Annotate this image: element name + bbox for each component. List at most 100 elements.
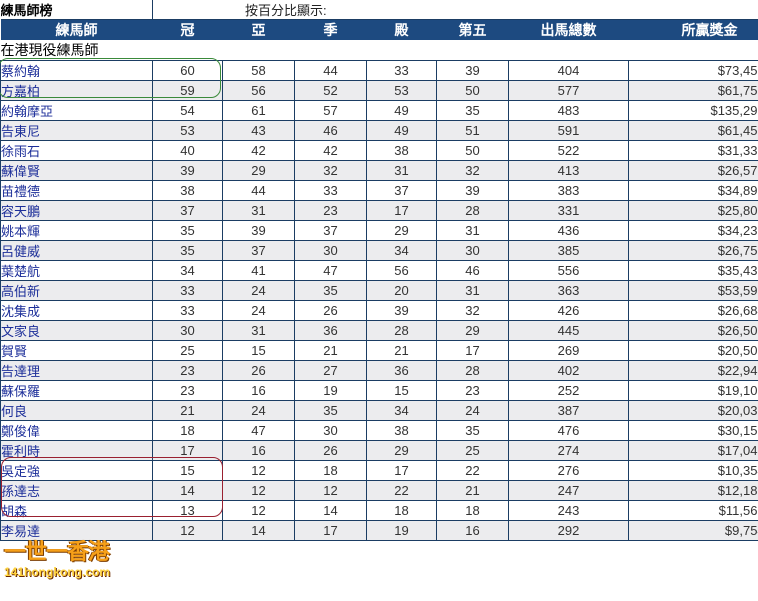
stat-cell: 33 <box>366 60 437 81</box>
stat-cell: 31 <box>366 160 437 181</box>
trainer-name: 姚本輝 <box>0 220 153 241</box>
stat-cell: 43 <box>222 120 295 141</box>
stat-cell: 29 <box>366 440 437 461</box>
prize-cell: $34,898,625 <box>628 180 758 201</box>
stat-cell: 16 <box>436 520 509 541</box>
stat-cell: 24 <box>222 280 295 301</box>
trainer-name: 蔡約翰 <box>0 60 153 81</box>
trainer-name: 文家良 <box>0 320 153 341</box>
column-header: 亞 <box>222 19 295 40</box>
stat-cell: 22 <box>436 460 509 481</box>
stat-cell: 556 <box>508 260 629 281</box>
prize-cell: $25,806,750 <box>628 200 758 221</box>
trainer-name: 方嘉柏 <box>0 80 153 101</box>
stat-cell: 276 <box>508 460 629 481</box>
stat-cell: 31 <box>436 280 509 301</box>
stat-cell: 35 <box>436 100 509 121</box>
stat-cell: 23 <box>294 200 367 221</box>
stat-cell: 252 <box>508 380 629 401</box>
prize-cell: $26,509,813 <box>628 320 758 341</box>
watermark-logo: 一世一香港 141hongkong.com <box>4 540 164 584</box>
column-header: 殿 <box>366 19 437 40</box>
stat-cell: 38 <box>366 420 437 441</box>
stat-cell: 35 <box>294 400 367 421</box>
stat-cell: 436 <box>508 220 629 241</box>
stat-cell: 28 <box>436 360 509 381</box>
prize-cell: $26,757,675 <box>628 240 758 261</box>
prize-cell: $35,431,400 <box>628 260 758 281</box>
stat-cell: 34 <box>366 400 437 421</box>
trainer-name: 苗禮德 <box>0 180 153 201</box>
stat-cell: 29 <box>366 220 437 241</box>
stat-cell: 24 <box>222 400 295 421</box>
stat-cell: 29 <box>436 320 509 341</box>
trainer-name: 呂健威 <box>0 240 153 261</box>
stat-cell: 37 <box>152 200 223 221</box>
prize-cell: $19,100,950 <box>628 380 758 401</box>
stat-cell: 23 <box>152 360 223 381</box>
stat-cell: 20 <box>366 280 437 301</box>
stat-cell: 14 <box>152 480 223 501</box>
stat-cell: 30 <box>294 240 367 261</box>
trainer-name: 徐雨石 <box>0 140 153 161</box>
stat-cell: 40 <box>152 140 223 161</box>
stat-cell: 14 <box>222 520 295 541</box>
prize-cell: $30,155,000 <box>628 420 758 441</box>
stat-cell: 35 <box>152 240 223 261</box>
trainer-name: 胡森 <box>0 500 153 521</box>
stat-cell: 476 <box>508 420 629 441</box>
stat-cell: 35 <box>294 280 367 301</box>
stat-cell: 24 <box>436 400 509 421</box>
stat-cell: 47 <box>222 420 295 441</box>
trainer-name: 蘇保羅 <box>0 380 153 401</box>
trainer-name: 容天鵬 <box>0 200 153 221</box>
trainer-name: 何良 <box>0 400 153 421</box>
stat-cell: 19 <box>366 520 437 541</box>
stat-cell: 39 <box>436 60 509 81</box>
stat-cell: 21 <box>152 400 223 421</box>
stat-cell: 15 <box>152 460 223 481</box>
prize-cell: $12,188,313 <box>628 480 758 501</box>
display-note: 按百分比顯示: <box>152 0 758 20</box>
stat-cell: 39 <box>222 220 295 241</box>
stat-cell: 56 <box>222 80 295 101</box>
stat-cell: 32 <box>436 300 509 321</box>
stat-cell: 53 <box>152 120 223 141</box>
prize-cell: $20,500,125 <box>628 340 758 361</box>
prize-cell: $20,036,600 <box>628 400 758 421</box>
column-header: 第五 <box>436 19 509 40</box>
stat-cell: 33 <box>152 280 223 301</box>
stat-cell: 44 <box>294 60 367 81</box>
stat-cell: 29 <box>222 160 295 181</box>
trainer-name: 賀賢 <box>0 340 153 361</box>
stat-cell: 15 <box>366 380 437 401</box>
stat-cell: 38 <box>152 180 223 201</box>
trainer-name: 告東尼 <box>0 120 153 141</box>
stat-cell: 26 <box>294 300 367 321</box>
prize-cell: $26,684,350 <box>628 300 758 321</box>
trainer-name: 蘇偉賢 <box>0 160 153 181</box>
stat-cell: 61 <box>222 100 295 121</box>
stat-cell: 402 <box>508 360 629 381</box>
stat-cell: 60 <box>152 60 223 81</box>
prize-cell: $61,753,638 <box>628 80 758 101</box>
column-header: 出馬總數 <box>508 19 629 40</box>
stat-cell: 483 <box>508 100 629 121</box>
stat-cell: 33 <box>294 180 367 201</box>
trainer-name: 約翰摩亞 <box>0 100 153 121</box>
stat-cell: 12 <box>152 520 223 541</box>
stat-cell: 269 <box>508 340 629 361</box>
stat-cell: 42 <box>294 140 367 161</box>
stat-cell: 12 <box>222 500 295 521</box>
stat-cell: 50 <box>436 140 509 161</box>
